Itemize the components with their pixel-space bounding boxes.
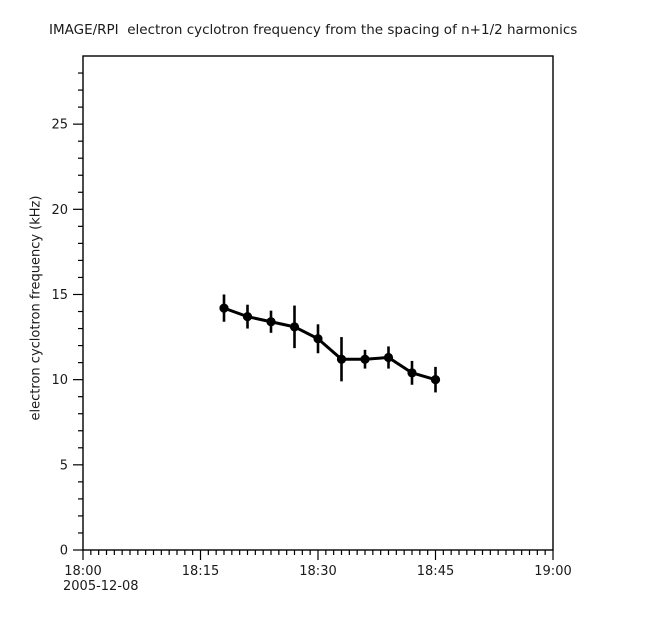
data-point-marker	[336, 354, 347, 364]
x-tick-label: 19:00	[534, 564, 571, 579]
plot-title: IMAGE/RPI electron cyclotron frequency f…	[49, 22, 578, 38]
data-point-marker	[219, 303, 229, 313]
y-tick-label: 0	[60, 544, 68, 559]
x-tick-label: 18:00	[64, 564, 101, 579]
data-point-marker	[313, 334, 323, 344]
x-tick-label: 18:15	[182, 564, 219, 579]
data-point-marker	[266, 317, 276, 327]
data-point-marker	[289, 322, 300, 332]
x-tick-label: 18:30	[299, 564, 336, 579]
data-point-marker	[242, 312, 253, 322]
x-axis-date-label: 2005-12-08	[63, 579, 139, 594]
data-point-marker	[430, 375, 441, 385]
data-line	[222, 306, 437, 382]
y-tick-label: 25	[51, 118, 68, 133]
data-point-marker	[360, 354, 370, 364]
x-tick-label: 18:45	[417, 564, 454, 579]
y-tick-label: 15	[51, 288, 68, 303]
plot-frame	[82, 55, 554, 551]
data-point-marker	[407, 368, 417, 378]
y-tick-label: 20	[51, 203, 68, 218]
y-tick-label: 5	[60, 458, 68, 473]
y-tick-label: 10	[51, 373, 68, 388]
data-point-marker	[383, 352, 394, 363]
